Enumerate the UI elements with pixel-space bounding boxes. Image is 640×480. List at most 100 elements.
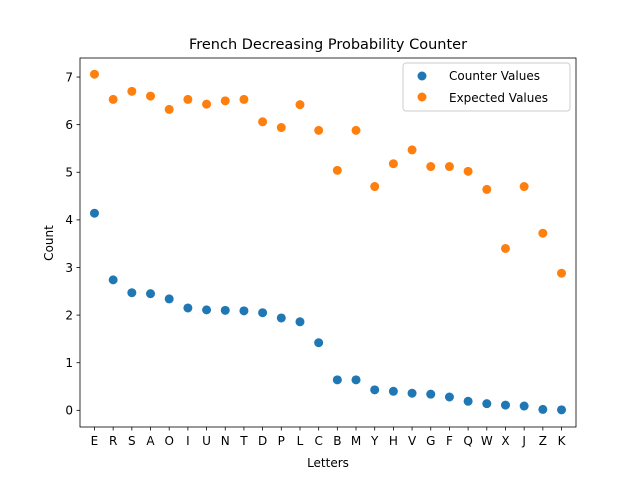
- x-tick-label-s: S: [128, 434, 136, 448]
- x-tick-label-j: J: [521, 434, 526, 448]
- point-expected-f: [444, 162, 454, 172]
- point-expected-v: [407, 145, 417, 155]
- x-tick-label-v: V: [408, 434, 417, 448]
- point-counter-g: [426, 389, 436, 399]
- point-expected-q: [463, 166, 473, 176]
- point-expected-a: [146, 91, 156, 101]
- point-expected-n: [220, 96, 230, 106]
- point-expected-b: [332, 165, 342, 175]
- point-expected-z: [538, 228, 548, 238]
- axis-ticks: E R S A O I U N T D P L C B M Y H V G F Q W X J Z K 0 1 2 3 4 5 6 7: [65, 70, 566, 448]
- series-expected-values: [89, 69, 567, 278]
- legend-marker-expected: [417, 92, 427, 102]
- series-counter-values: [89, 208, 567, 415]
- point-counter-v: [407, 388, 417, 398]
- x-tick-label-o: O: [164, 434, 173, 448]
- legend: Counter Values Expected Values: [402, 62, 571, 112]
- x-tick-label-m: M: [351, 434, 361, 448]
- point-expected-l: [295, 100, 305, 110]
- x-tick-label-k: K: [558, 434, 567, 448]
- point-expected-k: [557, 268, 567, 278]
- point-expected-d: [258, 117, 268, 127]
- legend-label-expected: Expected Values: [449, 91, 548, 105]
- x-tick-label-u: U: [202, 434, 211, 448]
- x-tick-label-f: F: [446, 434, 453, 448]
- point-counter-m: [351, 375, 361, 385]
- x-tick-label-w: W: [481, 434, 493, 448]
- x-tick-label-g: G: [426, 434, 435, 448]
- y-tick-label-7: 7: [65, 70, 73, 84]
- point-counter-s: [127, 288, 137, 298]
- point-expected-s: [127, 86, 137, 96]
- point-expected-p: [276, 123, 286, 133]
- y-axis-label: Count: [42, 225, 56, 261]
- point-counter-z: [538, 404, 548, 414]
- x-tick-label-t: T: [239, 434, 248, 448]
- y-tick-label-2: 2: [65, 308, 73, 322]
- x-tick-label-r: R: [109, 434, 117, 448]
- x-tick-label-b: B: [333, 434, 341, 448]
- point-expected-x: [500, 243, 510, 253]
- x-tick-label-q: Q: [463, 434, 472, 448]
- point-counter-h: [388, 386, 398, 396]
- axes-frame: [79, 57, 577, 428]
- y-tick-label-6: 6: [65, 118, 73, 132]
- x-tick-label-x: X: [501, 434, 509, 448]
- point-counter-j: [519, 401, 529, 411]
- legend-label-counter: Counter Values: [449, 69, 540, 83]
- y-tick-label-0: 0: [65, 404, 73, 418]
- point-expected-r: [108, 94, 118, 104]
- chart-title: French Decreasing Probability Counter: [189, 37, 467, 53]
- x-tick-label-e: E: [91, 434, 99, 448]
- point-counter-w: [482, 399, 492, 409]
- point-counter-u: [202, 305, 212, 315]
- point-counter-r: [108, 275, 118, 285]
- point-expected-g: [426, 162, 436, 172]
- y-tick-label-3: 3: [65, 261, 73, 275]
- point-counter-o: [164, 294, 174, 304]
- x-tick-label-h: H: [389, 434, 398, 448]
- legend-frame: [402, 62, 571, 112]
- point-expected-h: [388, 159, 398, 169]
- point-expected-o: [164, 104, 174, 114]
- point-counter-q: [463, 396, 473, 406]
- point-counter-k: [557, 405, 567, 415]
- point-expected-m: [351, 125, 361, 135]
- y-tick-label-4: 4: [65, 213, 73, 227]
- point-counter-d: [258, 308, 268, 318]
- y-tick-label-5: 5: [65, 166, 73, 180]
- x-axis-label: Letters: [307, 456, 349, 470]
- point-counter-n: [220, 305, 230, 315]
- x-tick-label-c: C: [314, 434, 322, 448]
- point-expected-c: [314, 125, 324, 135]
- point-expected-t: [239, 94, 249, 104]
- point-expected-y: [370, 182, 380, 192]
- x-tick-label-d: D: [258, 434, 267, 448]
- point-expected-e: [89, 69, 99, 79]
- point-expected-w: [482, 184, 492, 194]
- point-expected-i: [183, 94, 193, 104]
- point-counter-t: [239, 306, 249, 316]
- x-tick-label-a: A: [146, 434, 155, 448]
- point-counter-y: [370, 385, 380, 395]
- point-expected-u: [202, 99, 212, 109]
- point-counter-l: [295, 317, 305, 327]
- point-counter-x: [500, 400, 510, 410]
- point-counter-p: [276, 313, 286, 323]
- x-tick-label-z: Z: [539, 434, 547, 448]
- point-counter-b: [332, 375, 342, 385]
- x-tick-label-n: N: [221, 434, 230, 448]
- legend-marker-counter: [417, 71, 427, 81]
- x-tick-label-p: P: [278, 434, 285, 448]
- x-tick-label-l: L: [297, 434, 304, 448]
- data-points: [89, 69, 567, 415]
- x-tick-label-y: Y: [370, 434, 379, 448]
- point-counter-a: [146, 289, 156, 299]
- point-expected-j: [519, 182, 529, 192]
- y-tick-label-1: 1: [65, 356, 73, 370]
- point-counter-f: [444, 392, 454, 402]
- point-counter-c: [314, 338, 324, 348]
- x-tick-label-i: I: [186, 434, 190, 448]
- point-counter-e: [89, 208, 99, 218]
